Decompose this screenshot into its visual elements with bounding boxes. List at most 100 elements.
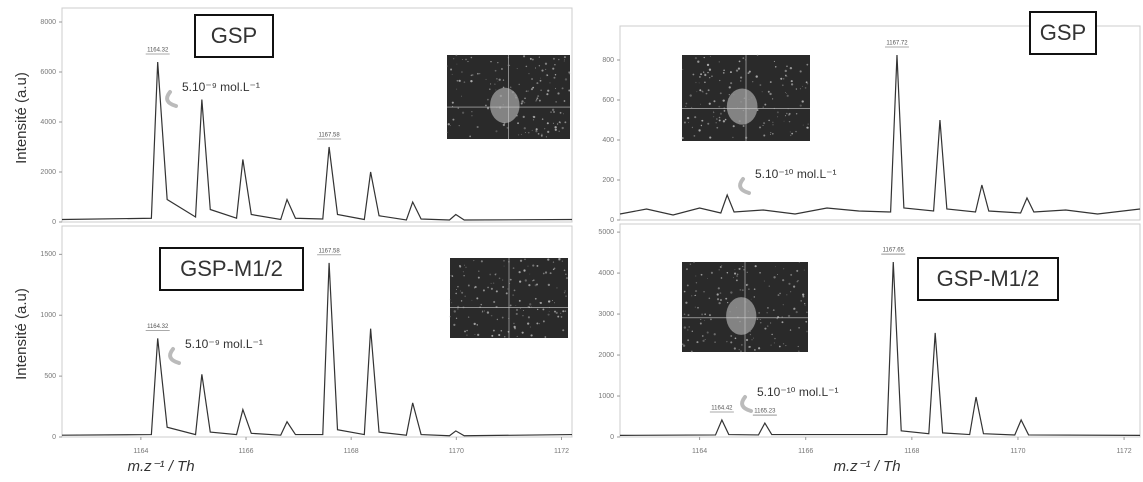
inset-speckle [518, 83, 520, 86]
x-tick-label: 1168 [344, 448, 359, 455]
inset-speckle [782, 343, 785, 345]
inset-speckle [728, 94, 730, 96]
inset-speckle [494, 273, 497, 276]
inset-speckle [707, 71, 709, 74]
inset-speckle [502, 123, 506, 127]
inset-speckle [545, 136, 547, 138]
inset-speckle [708, 68, 712, 71]
inset-speckle [744, 59, 746, 61]
inset-speckle [793, 308, 795, 310]
inset-speckle [751, 339, 753, 341]
concentration-annotation: 5.10⁻¹⁰ mol.L⁻¹ [757, 385, 839, 399]
spectrum-line [619, 261, 1141, 436]
inset-speckle [746, 271, 748, 273]
inset-speckle [527, 131, 530, 134]
inset-speckle [495, 89, 497, 91]
inset-speckle [791, 132, 794, 135]
inset-speckle [785, 345, 787, 347]
inset-speckle [565, 277, 569, 280]
inset-speckle [739, 350, 742, 353]
inset-speckle [480, 260, 483, 263]
inset-speckle [470, 74, 473, 77]
inset-speckle [532, 264, 535, 267]
inset-speckle [710, 271, 713, 274]
inset-speckle [529, 273, 531, 275]
inset-speckle [732, 277, 734, 279]
inset-speckle [686, 116, 690, 120]
inset-speckle [735, 69, 739, 72]
inset-speckle [554, 74, 557, 76]
inset-speckle [540, 134, 543, 137]
inset-speckle [554, 128, 557, 131]
inset-speckle [690, 350, 693, 353]
inset-speckle [509, 283, 511, 285]
inset-speckle [762, 124, 764, 126]
inset-speckle [704, 81, 706, 84]
inset-speckle [456, 88, 458, 90]
inset-speckle [783, 78, 785, 80]
inset-speckle [549, 272, 552, 275]
inset-speckle [498, 277, 501, 280]
inset-speckle [536, 308, 539, 311]
inset-speckle [770, 132, 772, 134]
inset-speckle [489, 273, 492, 276]
y-tick-label: 0 [610, 217, 614, 224]
inset-speckle [532, 86, 535, 89]
inset-speckle [795, 88, 798, 90]
inset-speckle [718, 61, 720, 63]
inset-speckle [490, 287, 493, 290]
inset-speckle [772, 121, 774, 123]
inset-speckle [493, 300, 496, 303]
x-tick-label: 1172 [554, 448, 569, 455]
inset-speckle [687, 314, 690, 317]
inset-speckle [701, 90, 703, 92]
inset-speckle [486, 107, 490, 110]
inset-speckle [450, 68, 453, 71]
inset-speckle [699, 76, 701, 78]
inset-speckle [806, 311, 808, 314]
inset-speckle [554, 87, 557, 90]
inset-speckle [515, 308, 519, 311]
y-tick-label: 800 [602, 57, 614, 64]
concentration-annotation: 5.10⁻⁹ mol.L⁻¹ [185, 337, 263, 351]
inset-speckle [531, 279, 534, 282]
inset-speckle [519, 307, 521, 309]
inset-speckle [683, 326, 687, 329]
inset-speckle [734, 337, 737, 340]
inset-speckle [564, 290, 566, 292]
inset-speckle [739, 288, 742, 291]
peak-label: 1164.32 [147, 324, 169, 330]
inset-speckle [520, 102, 523, 105]
inset-speckle [716, 293, 719, 296]
inset-speckle [797, 345, 799, 348]
inset-speckle [789, 134, 792, 137]
inset-speckle [722, 99, 725, 102]
inset-speckle [494, 69, 497, 72]
inset-speckle [518, 299, 521, 302]
inset-speckle [802, 85, 804, 87]
inset-speckle [714, 341, 716, 343]
inset-speckle [552, 122, 555, 124]
inset-speckle [536, 99, 538, 101]
inset-speckle [531, 129, 533, 131]
inset-speckle [536, 322, 539, 325]
x-axis-title: m.z⁻¹ / Th [127, 458, 194, 475]
inset-speckle [719, 112, 722, 115]
inset-speckle [730, 335, 733, 337]
inset-speckle [696, 91, 698, 93]
concentration-annotation: 5.10⁻¹⁰ mol.L⁻¹ [755, 167, 837, 181]
inset-speckle [781, 84, 784, 87]
inset-speckle [693, 134, 696, 137]
inset-speckle [506, 126, 509, 129]
inset-speckle [461, 291, 464, 294]
inset-speckle [718, 116, 721, 119]
inset-speckle [501, 68, 503, 70]
inset-speckle [806, 330, 808, 333]
inset-speckle [509, 86, 512, 89]
inset-speckle [521, 100, 524, 103]
peak-label: 1167.58 [318, 248, 340, 254]
inset-speckle [687, 339, 690, 342]
inset-speckle [481, 311, 484, 313]
inset-speckle [730, 291, 733, 294]
inset-speckle [747, 72, 750, 75]
